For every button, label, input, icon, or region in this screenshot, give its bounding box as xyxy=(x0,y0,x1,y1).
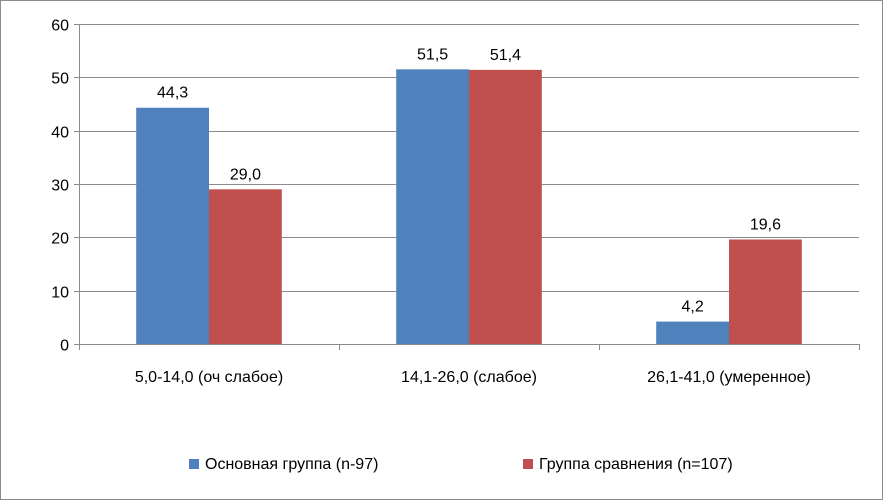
y-tick-label: 10 xyxy=(51,285,69,302)
legend-label: Группа сравнения (n=107) xyxy=(539,456,733,473)
bar xyxy=(136,107,209,344)
bar xyxy=(656,321,729,344)
y-tick-label: 20 xyxy=(51,231,69,248)
data-label: 29,0 xyxy=(230,166,261,183)
bar xyxy=(469,69,542,344)
data-label: 19,6 xyxy=(750,216,781,233)
data-label: 51,4 xyxy=(490,47,521,64)
bars xyxy=(136,69,802,344)
category-label: 26,1-41,0 (умеренное) xyxy=(647,369,811,386)
legend: Основная группа (n-97) Группа сравнения (… xyxy=(189,456,733,473)
legend-swatch xyxy=(523,459,533,469)
y-tick-label: 60 xyxy=(51,18,69,35)
data-labels: 44,3 29,0 51,5 51,4 4,2 19,6 xyxy=(157,46,781,315)
y-axis: 0 10 20 30 40 50 60 xyxy=(51,18,80,355)
x-axis: 5,0-14,0 (оч слабое) 14,1-26,0 (слабое) 26… xyxy=(79,344,860,386)
bar xyxy=(729,239,802,344)
data-label: 4,2 xyxy=(681,299,703,316)
bar xyxy=(209,189,282,344)
y-tick-label: 30 xyxy=(51,178,69,195)
y-tick-label: 40 xyxy=(51,125,69,142)
data-label: 51,5 xyxy=(417,46,448,63)
y-tick-label: 50 xyxy=(51,71,69,88)
data-label: 44,3 xyxy=(157,85,188,102)
y-tick-label: 0 xyxy=(60,338,69,355)
bar xyxy=(396,69,469,344)
category-label: 14,1-26,0 (слабое) xyxy=(401,369,537,386)
category-label: 5,0-14,0 (оч слабое) xyxy=(135,369,283,386)
legend-swatch xyxy=(189,459,199,469)
legend-label: Основная группа (n-97) xyxy=(205,456,378,473)
